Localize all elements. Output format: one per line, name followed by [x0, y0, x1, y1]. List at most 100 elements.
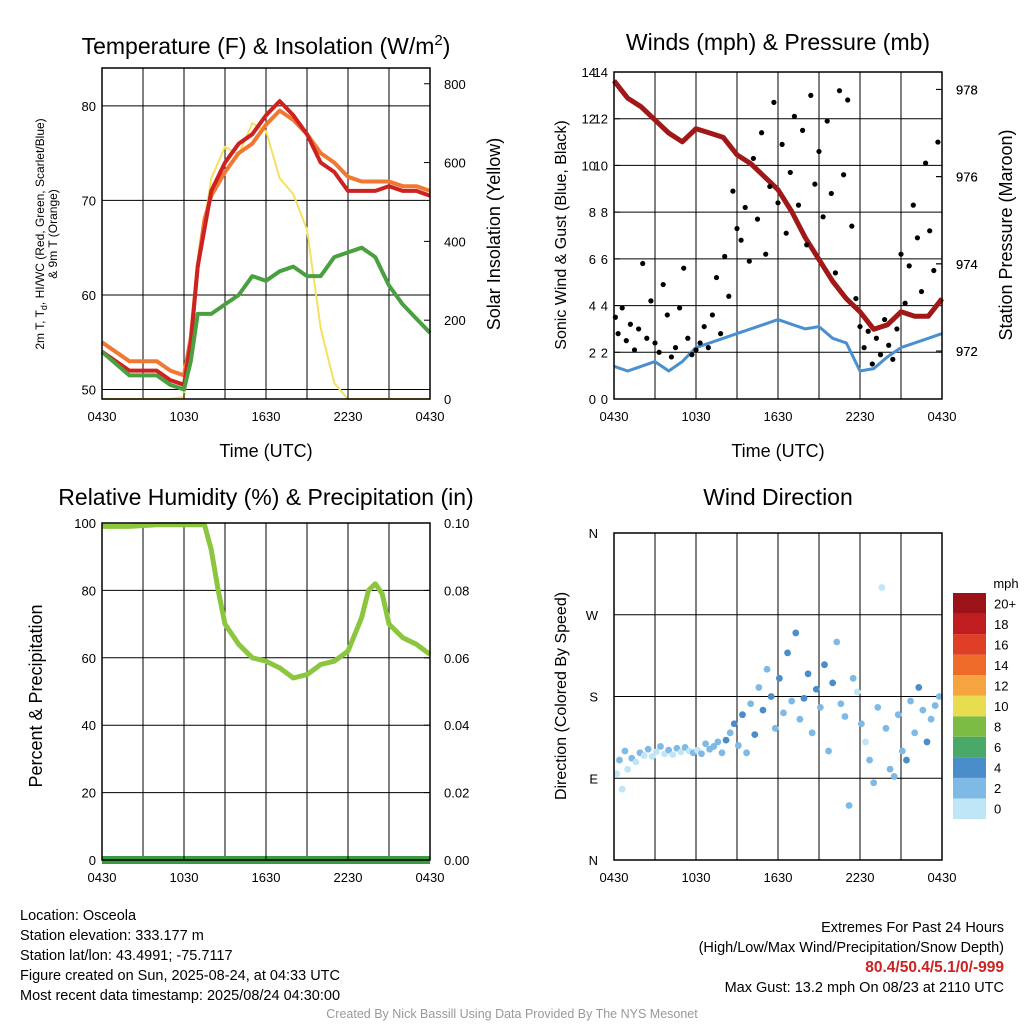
direction-point: [739, 711, 746, 719]
extremes-values: 80.4/50.4/5.1/0/-999: [865, 959, 1004, 976]
direction-point: [730, 720, 738, 728]
direction-point: [751, 731, 759, 739]
direction-point: [734, 742, 742, 749]
extremes-info: Extremes For Past 24 Hours (High/Low/Max…: [699, 918, 1004, 998]
y-tick-label: E: [589, 771, 598, 786]
colorbar-swatch: [953, 695, 986, 717]
y-tick-label: 80: [82, 99, 96, 114]
direction-point: [837, 700, 845, 708]
direction-point: [621, 747, 629, 755]
direction-point: [927, 715, 935, 723]
direction-point: [665, 746, 673, 754]
x-tick-label: 0430: [88, 870, 117, 885]
gust-point: [849, 223, 855, 229]
y-tick-label: 14: [582, 65, 596, 80]
gust-point: [808, 92, 814, 98]
gust-point: [890, 356, 896, 362]
direction-point: [743, 749, 750, 757]
y-tick-label: 2: [589, 345, 596, 360]
panel-winds-title: Winds (mph) & Pressure (mb): [626, 29, 930, 55]
gust-point: [689, 352, 695, 358]
y2-tick-label: 972: [956, 344, 978, 359]
gust-point: [898, 251, 904, 257]
gust-point: [800, 127, 806, 133]
colorbar-label: 6: [994, 740, 1001, 755]
direction-point: [845, 802, 853, 809]
y-tick-label: 2: [601, 345, 608, 360]
gust-point: [763, 251, 769, 257]
colorbar-swatch: [953, 593, 986, 614]
direction-point: [833, 638, 841, 646]
direction-point: [907, 697, 914, 705]
gust-point: [660, 281, 666, 288]
direction-point: [903, 756, 910, 764]
direction-point: [726, 729, 734, 737]
y2-tick-label: 400: [444, 234, 466, 249]
direction-point: [911, 729, 919, 737]
y-tick-label: 8: [589, 205, 596, 220]
panel-humidity: Relative Humidity (%) & Precipitation (i…: [26, 484, 474, 885]
y2-tick-label: 0.06: [444, 651, 469, 666]
gust-point: [775, 200, 781, 206]
gust-point: [631, 347, 638, 353]
direction-point: [857, 720, 865, 728]
direction-point: [812, 685, 820, 693]
direction-point: [829, 679, 837, 687]
y-tick-label: 40: [82, 718, 96, 733]
colorbar-label: 18: [994, 617, 1008, 632]
x-tick-label: 1030: [682, 409, 711, 424]
gust-point: [841, 172, 847, 178]
colorbar-swatch: [953, 634, 986, 655]
gust-point: [615, 331, 621, 337]
gust-point: [701, 323, 707, 330]
panel-winds-ylabel2: Station Pressure (Maroon): [996, 129, 1016, 340]
direction-point: [821, 661, 828, 669]
colorbar-label: 20+: [994, 596, 1016, 611]
x-tick-label: 2230: [846, 409, 875, 424]
colorbar-label: 10: [994, 699, 1008, 714]
y2-tick-label: 0: [444, 392, 451, 407]
x-tick-label: 1030: [170, 409, 199, 424]
direction-point: [648, 753, 656, 760]
direction-point: [759, 706, 767, 714]
colorbar-label: 2: [994, 781, 1001, 796]
station-elevation: Station elevation: 333.177 m: [20, 928, 204, 944]
y2-tick-label: 0.10: [444, 516, 469, 531]
y-tick-label: 0: [89, 853, 96, 868]
direction-point: [640, 752, 648, 759]
gust-point: [832, 270, 839, 276]
gust-point: [795, 202, 802, 208]
panel-humidity-ylabel: Percent & Precipitation: [26, 604, 46, 787]
gust-point: [923, 160, 929, 166]
y-tick-label: 80: [82, 583, 96, 598]
x-tick-label: 1630: [764, 409, 793, 424]
direction-point: [862, 738, 869, 746]
y-tick-label: 50: [82, 383, 96, 398]
panel-temperature-ylabel: 2m T, Td, HI/WC (Red, Green, Scarlet/Blu…: [33, 118, 60, 349]
direction-point: [808, 729, 816, 737]
direction-point: [722, 736, 730, 744]
y-tick-label: N: [589, 526, 598, 541]
direction-point: [870, 779, 878, 787]
colorbar-swatch: [953, 777, 986, 799]
gust-point: [697, 340, 703, 346]
panel-humidity-title: Relative Humidity (%) & Precipitation (i…: [58, 484, 473, 510]
direction-point: [882, 724, 890, 732]
gust-point: [705, 345, 711, 351]
panel-wind-direction-grid: [614, 533, 942, 860]
gust-point: [894, 326, 900, 332]
x-tick-label: 0430: [600, 870, 629, 885]
colorbar-swatch: [953, 716, 986, 737]
recent-timestamp: Most recent data timestamp: 2025/08/24 0…: [20, 988, 341, 1004]
x-tick-label: 1630: [252, 409, 281, 424]
station-location: Location: Osceola: [20, 908, 137, 924]
panel-temperature-ticks: 0430 1030 1630 2230 043050607080020040060080…: [82, 77, 466, 424]
gust-point: [820, 214, 826, 220]
colorbar-swatch: [953, 654, 986, 676]
colorbar-swatch: [953, 675, 986, 696]
gust-point: [918, 288, 925, 295]
direction-point: [624, 765, 632, 773]
gust-point: [804, 242, 810, 248]
gust-point: [693, 347, 699, 353]
